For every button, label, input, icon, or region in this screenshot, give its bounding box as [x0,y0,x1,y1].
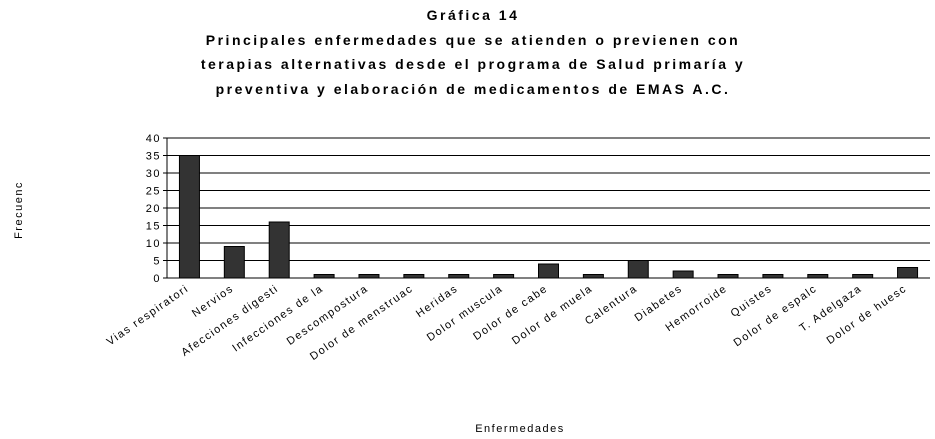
bar [717,274,739,279]
x-tick-label: Dolor de muela [510,283,595,348]
x-tick-label: Dolor de huesc [825,283,910,347]
x-tick-label: Descompostura [285,283,371,348]
bar [268,221,290,279]
x-tick-label: Dolor de cabe [471,283,550,343]
y-axis-label: Frecuenc [13,181,25,239]
bar [807,274,829,279]
bar [313,274,335,279]
chart-subtitle: terapias alternativas desde el programa … [201,56,745,72]
x-tick-label: Dolor muscula [425,283,505,344]
bar [448,274,470,279]
y-tick-label: 0 [153,273,161,285]
bar [403,274,425,279]
y-tick-label: 40 [146,133,161,145]
bar [223,246,245,279]
chart-title: Gráfica 14 [427,7,520,23]
bar [493,274,515,279]
bar [582,274,604,279]
x-tick-label: Dolor de espalc [732,283,820,350]
y-tick-label: 30 [146,168,161,180]
y-tick-label: 5 [153,256,161,268]
x-axis-label: Enfermedades [475,423,565,435]
y-tick-label: 25 [146,186,161,198]
bar [627,260,649,279]
bar [358,274,380,279]
chart-subtitle: preventiva y elaboración de medicamentos… [216,81,731,97]
bar [897,267,919,279]
y-tick-label: 15 [146,221,161,233]
bar [852,274,874,279]
bar [538,263,559,279]
y-tick-label: 35 [146,151,161,163]
y-tick-label: 20 [146,203,161,215]
x-tick-label: Vias respiratori [105,283,191,349]
y-tick-label: 10 [146,238,161,250]
bar [762,274,784,279]
bar [178,155,200,279]
chart-subtitle: Principales enfermedades que se atienden… [206,32,740,48]
bar [672,270,694,279]
